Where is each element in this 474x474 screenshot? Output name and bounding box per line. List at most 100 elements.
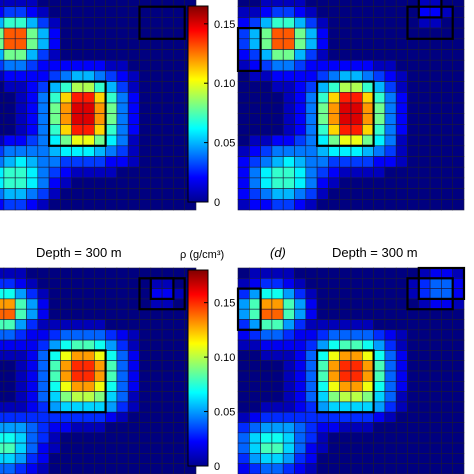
heatmap-cell xyxy=(105,49,118,61)
heatmap-cell xyxy=(94,124,106,136)
heatmap-cell xyxy=(26,391,39,403)
heatmap-cell xyxy=(116,59,129,72)
heatmap-cell xyxy=(429,177,442,189)
heatmap-cell xyxy=(116,102,129,114)
anomaly-outline xyxy=(316,349,375,414)
heatmap-cell xyxy=(0,81,5,93)
heatmap-cell xyxy=(395,17,408,29)
heatmap-cell xyxy=(305,124,318,136)
heatmap-cell xyxy=(339,134,352,147)
heatmap-cell xyxy=(116,298,129,310)
heatmap-cell xyxy=(3,70,16,82)
heatmap-cell xyxy=(418,267,431,279)
heatmap-cell xyxy=(237,350,250,361)
heatmap-cell xyxy=(339,360,352,372)
colorbar-bottom: 0.150.100.050 xyxy=(187,269,235,473)
heatmap-cell xyxy=(407,49,420,61)
heatmap-cell xyxy=(339,177,352,189)
heatmap-cell xyxy=(105,370,118,382)
heatmap-cell xyxy=(429,6,442,18)
heatmap-cell xyxy=(328,156,340,168)
heatmap-cell xyxy=(150,411,163,423)
heatmap-cell xyxy=(37,339,50,351)
heatmap-cell xyxy=(316,308,329,320)
heatmap-cell xyxy=(294,199,307,211)
heatmap-cell xyxy=(3,17,16,29)
heatmap-cell xyxy=(407,442,420,454)
heatmap-cell xyxy=(71,329,84,341)
heatmap-cell xyxy=(384,370,397,382)
heatmap-cell xyxy=(407,145,420,157)
heatmap-cell xyxy=(316,113,329,125)
heatmap-cell xyxy=(48,0,61,7)
heatmap-cell xyxy=(316,59,329,72)
heatmap-cell xyxy=(418,166,431,179)
heatmap-cell xyxy=(60,145,73,157)
heatmap-cell xyxy=(37,81,50,93)
heatmap-cell xyxy=(271,339,284,351)
heatmap-cell xyxy=(249,391,261,403)
heatmap-cell xyxy=(71,177,84,189)
heatmap-cell xyxy=(150,134,163,147)
heatmap-cell xyxy=(407,113,420,125)
heatmap-cell xyxy=(271,463,284,474)
heatmap-cell xyxy=(139,177,152,189)
heatmap-cell xyxy=(3,319,16,331)
heatmap-cell xyxy=(37,49,50,61)
heatmap-cell xyxy=(237,145,250,157)
heatmap-cell xyxy=(82,360,95,372)
heatmap-cell xyxy=(3,288,16,300)
heatmap-cell xyxy=(105,401,118,413)
heatmap-cell xyxy=(429,145,442,157)
heatmap-cell xyxy=(316,188,329,200)
heatmap-cell xyxy=(282,124,295,136)
heatmap-cell xyxy=(105,59,118,72)
heatmap-cell xyxy=(37,277,50,289)
heatmap-cell xyxy=(452,463,465,474)
heatmap-cell xyxy=(441,329,453,341)
heatmap-cell xyxy=(294,370,307,382)
heatmap-cell xyxy=(328,391,340,403)
heatmap-cell xyxy=(429,199,442,211)
heatmap-cell xyxy=(60,92,73,104)
heatmap-cell xyxy=(37,145,50,157)
heatmap-cell xyxy=(26,267,39,279)
heatmap-cell xyxy=(294,308,307,320)
heatmap-cell xyxy=(60,308,73,320)
heatmap-cell xyxy=(294,188,307,200)
heatmap-cell xyxy=(37,298,50,310)
heatmap-cell xyxy=(14,70,27,82)
heatmap-cell xyxy=(237,319,250,331)
heatmap-cell xyxy=(150,422,163,434)
heatmap-cell xyxy=(127,102,140,114)
heatmap-cell xyxy=(71,92,84,104)
heatmap-cell xyxy=(14,277,27,289)
heatmap-cell xyxy=(407,156,420,168)
heatmap-cell xyxy=(407,411,420,423)
heatmap-cell xyxy=(395,339,408,351)
heatmap-cell xyxy=(26,166,39,179)
heatmap-cell xyxy=(452,27,465,40)
heatmap-cell xyxy=(71,298,84,310)
heatmap-cell xyxy=(407,102,420,114)
heatmap-cell xyxy=(350,17,363,29)
heatmap-cell xyxy=(418,442,431,454)
heatmap-cell xyxy=(328,188,340,200)
heatmap-cell xyxy=(60,267,73,279)
heatmap-cell xyxy=(3,6,16,18)
heatmap-cell xyxy=(26,134,39,147)
heatmap-cell xyxy=(350,124,363,136)
heatmap-cell xyxy=(407,92,420,104)
heatmap-cell xyxy=(237,113,250,125)
heatmap-cell xyxy=(282,339,295,351)
heatmap-cell xyxy=(271,113,284,125)
heatmap-cell xyxy=(94,370,106,382)
heatmap-cell xyxy=(350,298,363,310)
heatmap-cell xyxy=(441,339,453,351)
heatmap-cell xyxy=(173,360,185,372)
heatmap-cell xyxy=(26,102,39,114)
colorbar-tick-label: 0 xyxy=(214,461,220,473)
heatmap-cell xyxy=(173,401,185,413)
heatmap-cell xyxy=(305,27,318,40)
heatmap-cell xyxy=(271,329,284,341)
